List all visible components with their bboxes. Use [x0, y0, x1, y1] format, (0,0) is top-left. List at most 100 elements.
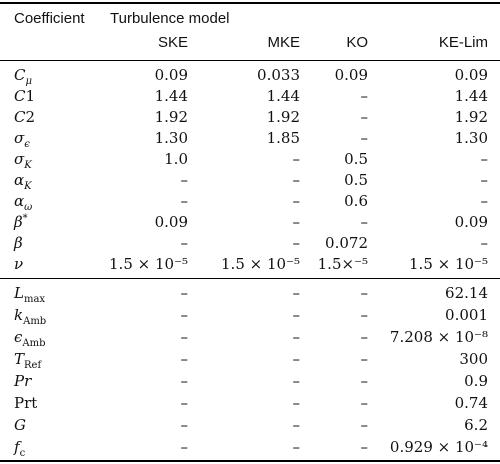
top-rule: [0, 2, 500, 4]
table-row: TRef – – – 300: [0, 348, 500, 371]
table-cell: –: [360, 438, 369, 456]
table-cell: –: [360, 213, 369, 231]
table-cell: 0.09: [454, 66, 488, 84]
table-cell: –: [180, 416, 189, 434]
table-cell: –: [480, 150, 489, 168]
table-cell: –: [360, 284, 369, 302]
table-row: Prt – – – 0.74: [0, 392, 500, 414]
table-row: Lmax – – – 62.14: [0, 282, 500, 305]
header-model-kelim: KE-Lim: [438, 34, 488, 51]
table-cell: 7.208 × 10⁻⁸: [389, 328, 488, 346]
table-cell: 62.14: [445, 284, 488, 302]
bottom-rule: [0, 460, 500, 462]
table-row: G – – – 6.2: [0, 414, 500, 436]
table-cell: –: [292, 394, 301, 412]
table-cell: 1.5×⁻⁵: [317, 255, 368, 273]
coefficient-symbol: kAmb: [14, 306, 47, 327]
header-rule: [0, 60, 500, 61]
table-cell: –: [180, 328, 189, 346]
table-cell: –: [180, 192, 189, 210]
table-cell: 0.033: [257, 66, 300, 84]
coefficient-symbol: G: [14, 416, 26, 434]
table-row: fc – – – 0.929 × 10⁻⁴: [0, 436, 500, 459]
coefficient-symbol: σϵ: [14, 129, 30, 150]
table-cell: 1.85: [266, 129, 300, 147]
table-cell: –: [292, 350, 301, 368]
coefficient-symbol: Cμ: [14, 66, 32, 87]
table-cell: –: [360, 108, 369, 126]
coefficient-symbol: Pr: [14, 372, 32, 390]
table-cell: –: [292, 171, 301, 189]
table-cell: –: [292, 234, 301, 252]
table-cell: 1.44: [266, 87, 300, 105]
table-cell: –: [480, 234, 489, 252]
table-cell: 1.30: [154, 129, 188, 147]
table-row: C1 1.44 1.44 – 1.44: [0, 85, 500, 107]
table-cell: –: [180, 394, 189, 412]
table-cell: –: [292, 416, 301, 434]
table-cell: –: [180, 306, 189, 324]
table-cell: 1.30: [454, 129, 488, 147]
header-model-ske: SKE: [157, 34, 188, 51]
table-row: αω – – 0.6 –: [0, 190, 500, 213]
coefficient-symbol: C1: [14, 87, 36, 105]
table-cell: 1.5 × 10⁻⁵: [221, 255, 300, 273]
table-cell: –: [360, 306, 369, 324]
table-cell: 0.072: [325, 234, 368, 252]
coefficient-symbol: Prt: [14, 394, 38, 412]
table-cell: 0.9: [464, 372, 488, 390]
header-model-ko: KO: [346, 34, 368, 51]
coefficient-symbol: αK: [14, 171, 32, 192]
table-cell: 0.6: [344, 192, 368, 210]
table-row: ν 1.5 × 10⁻⁵ 1.5 × 10⁻⁵ 1.5×⁻⁵ 1.5 × 10⁻⁵: [0, 253, 500, 275]
middle-rule: [0, 278, 500, 279]
coefficient-symbol: σK: [14, 150, 32, 171]
table-cell: 6.2: [464, 416, 488, 434]
coefficient-symbol: TRef: [14, 350, 42, 371]
table-cell: –: [360, 394, 369, 412]
coefficient-symbol: C2: [14, 108, 36, 126]
table-row: σK 1.0 – 0.5 –: [0, 148, 500, 171]
table-row: αK – – 0.5 –: [0, 169, 500, 192]
coefficient-symbol: β: [14, 234, 23, 252]
coefficient-symbol: Lmax: [14, 284, 46, 305]
table-cell: 0.09: [334, 66, 368, 84]
table-cell: –: [480, 192, 489, 210]
table-row: Cμ 0.09 0.033 0.09 0.09: [0, 64, 500, 87]
table-row: ϵAmb – – – 7.208 × 10⁻⁸: [0, 326, 500, 349]
header-coefficient: Coefficient: [14, 10, 85, 27]
table-cell: 0.74: [454, 394, 488, 412]
table-cell: –: [292, 306, 301, 324]
table-cell: –: [360, 87, 369, 105]
table-cell: 1.92: [266, 108, 300, 126]
table-cell: 0.001: [445, 306, 488, 324]
header-models-row: SKE MKE KO KE-Lim: [0, 32, 500, 54]
coefficient-symbol: ϵAmb: [14, 328, 46, 349]
header-group: Turbulence model: [110, 10, 230, 27]
header-model-mke: MKE: [267, 34, 300, 51]
table-cell: 0.09: [154, 66, 188, 84]
table-cell: –: [180, 171, 189, 189]
table-row: β* 0.09 – – 0.09: [0, 211, 500, 233]
table-cell: 0.5: [344, 171, 368, 189]
table-cell: 0.5: [344, 150, 368, 168]
table-cell: –: [180, 372, 189, 390]
table-cell: –: [180, 350, 189, 368]
table-cell: –: [360, 129, 369, 147]
table-cell: 1.44: [454, 87, 488, 105]
table-cell: –: [480, 171, 489, 189]
table-cell: –: [180, 438, 189, 456]
table-cell: –: [292, 192, 301, 210]
table-row: σϵ 1.30 1.85 – 1.30: [0, 127, 500, 150]
table-cell: –: [180, 234, 189, 252]
table-cell: 1.0: [164, 150, 188, 168]
table-cell: 1.5 × 10⁻⁵: [409, 255, 488, 273]
table-cell: –: [292, 150, 301, 168]
table-cell: –: [360, 372, 369, 390]
table-cell: 0.09: [154, 213, 188, 231]
table-row: C2 1.92 1.92 – 1.92: [0, 106, 500, 128]
table-cell: –: [360, 416, 369, 434]
table-cell: –: [292, 284, 301, 302]
table-cell: –: [180, 284, 189, 302]
